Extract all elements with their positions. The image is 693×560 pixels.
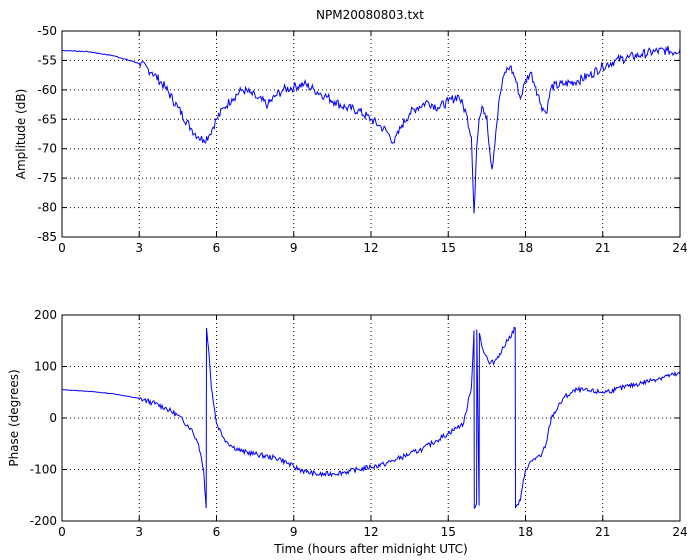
phase-y-tick-label: -100 [30,463,57,477]
phase-y-tick-label: -200 [30,514,57,528]
amplitude-y-tick-label: -80 [37,201,57,215]
phase-x-tick-label: 3 [135,525,143,539]
amplitude-y-tick-label: -55 [37,53,57,67]
amplitude-y-tick-label: -75 [37,171,57,185]
phase-y-axis-label: Phase (degrees) [7,369,21,466]
amplitude-tick-labels: 0 3 6 9 12 15 18 21 24 -85 -80 -75 -70 -65 -60 -55 -50 [37,24,687,255]
amplitude-y-tick-label: -65 [37,112,57,126]
amplitude-y-tick-label: -70 [37,142,57,156]
phase-ticks [61,314,681,522]
amplitude-x-tick-label: 24 [672,241,687,255]
phase-x-tick-label: 21 [595,525,610,539]
amplitude-y-tick-label: -60 [37,83,57,97]
amplitude-ticks [61,30,681,238]
phase-x-tick-label: 15 [441,525,456,539]
phase-y-tick-label: 100 [34,360,57,374]
phase-x-tick-label: 12 [363,525,378,539]
phase-gridlines [62,315,680,521]
amplitude-x-tick-label: 6 [213,241,221,255]
amplitude-x-tick-label: 0 [58,241,66,255]
amplitude-x-tick-label: 18 [518,241,533,255]
amplitude-plot-area [61,30,681,238]
phase-x-tick-label: 18 [518,525,533,539]
phase-y-tick-label: 0 [49,411,57,425]
phase-tick-labels: 0 3 6 9 12 15 18 21 24 -200 -100 0 100 200 [30,308,688,539]
amplitude-x-tick-label: 12 [363,241,378,255]
amplitude-chart: 0 3 6 9 12 15 18 21 24 -85 -80 -75 -70 -65 -60 -55 -50 A… [14,24,688,255]
phase-x-tick-label: 9 [290,525,298,539]
amplitude-x-tick-label: 21 [595,241,610,255]
amplitude-y-axis-label: Amplitude (dB) [14,89,28,180]
phase-series-line [61,326,681,510]
phase-x-tick-label: 6 [213,525,221,539]
figure-title: NPM20080803.txt [316,8,424,22]
amplitude-y-tick-label: -85 [37,230,57,244]
phase-x-tick-label: 0 [58,525,66,539]
phase-y-tick-label: 200 [34,308,57,322]
amplitude-x-tick-label: 15 [441,241,456,255]
x-axis-label: Time (hours after midnight UTC) [273,542,467,556]
amplitude-series-line [61,45,681,214]
amplitude-x-tick-label: 3 [135,241,143,255]
amplitude-y-tick-label: -50 [37,24,57,38]
amplitude-x-tick-label: 9 [290,241,298,255]
phase-chart: 0 3 6 9 12 15 18 21 24 -200 -100 0 100 200 Phase (deg… [7,308,688,556]
phase-x-tick-label: 24 [672,525,687,539]
